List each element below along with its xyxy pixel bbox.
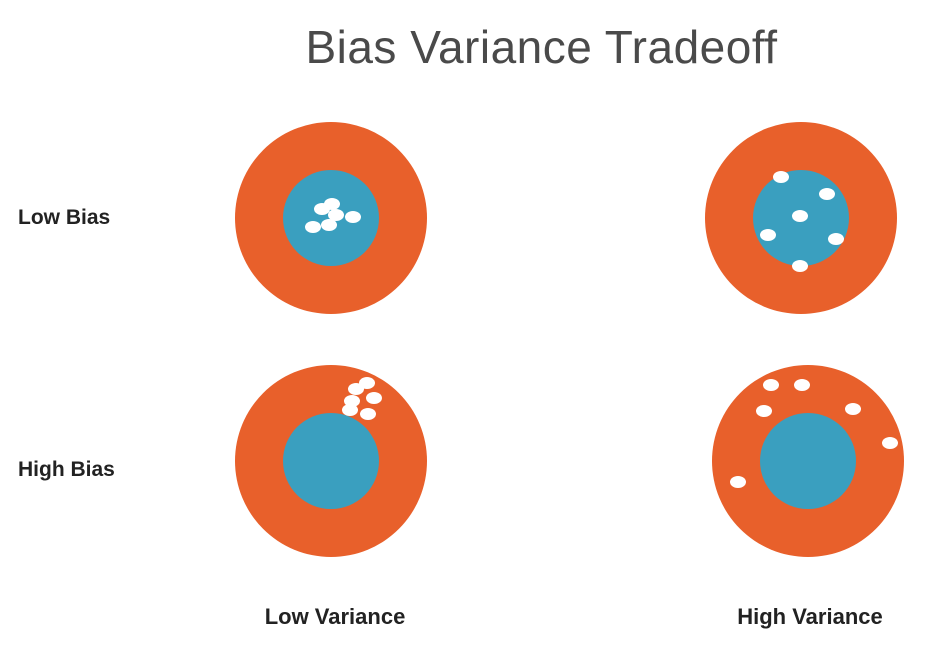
shot-marker	[794, 379, 810, 391]
shot-marker	[342, 404, 358, 416]
shot-marker	[345, 211, 361, 223]
target-high-bias-high-variance	[712, 365, 904, 557]
shot-marker	[819, 188, 835, 200]
target-low-bias-high-variance	[705, 122, 897, 314]
shot-marker	[321, 219, 337, 231]
bullseye	[760, 413, 856, 509]
row-label-high-bias: High Bias	[18, 458, 115, 481]
shot-marker	[324, 198, 340, 210]
shot-marker	[344, 395, 360, 407]
shot-marker	[305, 221, 321, 233]
row-label-low-bias: Low Bias	[18, 206, 111, 229]
shot-marker	[828, 233, 844, 245]
shot-marker	[756, 405, 772, 417]
diagram-title: Bias Variance Tradeoff	[305, 21, 778, 73]
target-high-bias-low-variance	[235, 365, 427, 557]
shot-marker	[348, 383, 364, 395]
shot-marker	[773, 171, 789, 183]
shot-marker	[792, 260, 808, 272]
column-label-high-variance: High Variance	[737, 604, 883, 629]
shot-marker	[360, 408, 376, 420]
shot-marker	[882, 437, 898, 449]
shot-marker	[845, 403, 861, 415]
shot-marker	[792, 210, 808, 222]
shot-marker	[730, 476, 746, 488]
target-low-bias-low-variance	[235, 122, 427, 314]
shot-marker	[328, 209, 344, 221]
bullseye	[283, 413, 379, 509]
shot-marker	[359, 377, 375, 389]
column-label-low-variance: Low Variance	[264, 604, 406, 629]
shot-marker	[763, 379, 779, 391]
shot-marker	[366, 392, 382, 404]
shot-marker	[760, 229, 776, 241]
